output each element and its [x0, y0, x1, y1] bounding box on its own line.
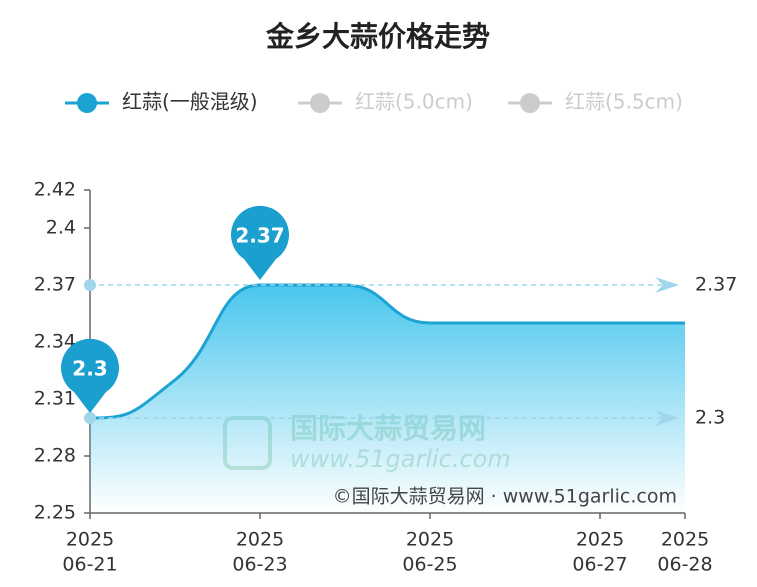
x-tick-label: 2025	[236, 529, 284, 551]
mark-pin-label: 2.3	[72, 357, 107, 381]
legend-dot	[77, 93, 97, 113]
y-tick-label: 2.28	[34, 445, 76, 467]
legend-label: 红蒜(一般混级)	[122, 90, 258, 114]
area	[90, 285, 685, 513]
legend-item[interactable]: 红蒜(一般混级)	[65, 90, 258, 114]
y-tick-label: 2.25	[34, 502, 76, 524]
legend-dot	[310, 93, 330, 113]
y-tick-label: 2.34	[34, 331, 76, 353]
legend-dot	[520, 93, 540, 113]
x-tick-label: 2025	[66, 529, 114, 551]
x-tick-label: 2025	[576, 529, 624, 551]
chart-title: 金乡大蒜价格走势	[265, 20, 490, 53]
mark-line-arrow	[655, 277, 679, 293]
mark-pin	[231, 205, 289, 280]
mark-pin-label: 2.37	[235, 224, 284, 248]
y-tick-label: 2.31	[34, 388, 76, 410]
x-tick-label: 2025	[406, 529, 454, 551]
mark-pin	[61, 338, 120, 413]
watermark: ©国际大蒜贸易网 · www.51garlic.com	[333, 486, 677, 508]
y-tick-label: 2.4	[46, 217, 76, 239]
x-tick-label: 06-27	[572, 554, 627, 576]
x-tick-label: 2025	[661, 529, 709, 551]
mark-line-arrow	[655, 410, 679, 426]
legend-label: 红蒜(5.0cm)	[355, 90, 473, 114]
mark-line-label: 2.3	[695, 407, 725, 429]
legend-label: 红蒜(5.5cm)	[565, 90, 683, 114]
x-tick-label: 06-23	[232, 554, 287, 576]
legend-item[interactable]: 红蒜(5.5cm)	[508, 90, 683, 114]
mark-line-start	[84, 412, 96, 424]
x-tick-label: 06-25	[402, 554, 457, 576]
y-tick-label: 2.37	[34, 274, 76, 296]
x-tick-label: 06-21	[62, 554, 117, 576]
legend-item[interactable]: 红蒜(5.0cm)	[298, 90, 473, 114]
y-tick-label: 2.42	[34, 179, 76, 201]
line	[89, 283, 685, 420]
mark-line-start	[84, 279, 96, 291]
mark-line-label: 2.37	[695, 274, 737, 296]
x-tick-label: 06-28	[657, 554, 712, 576]
